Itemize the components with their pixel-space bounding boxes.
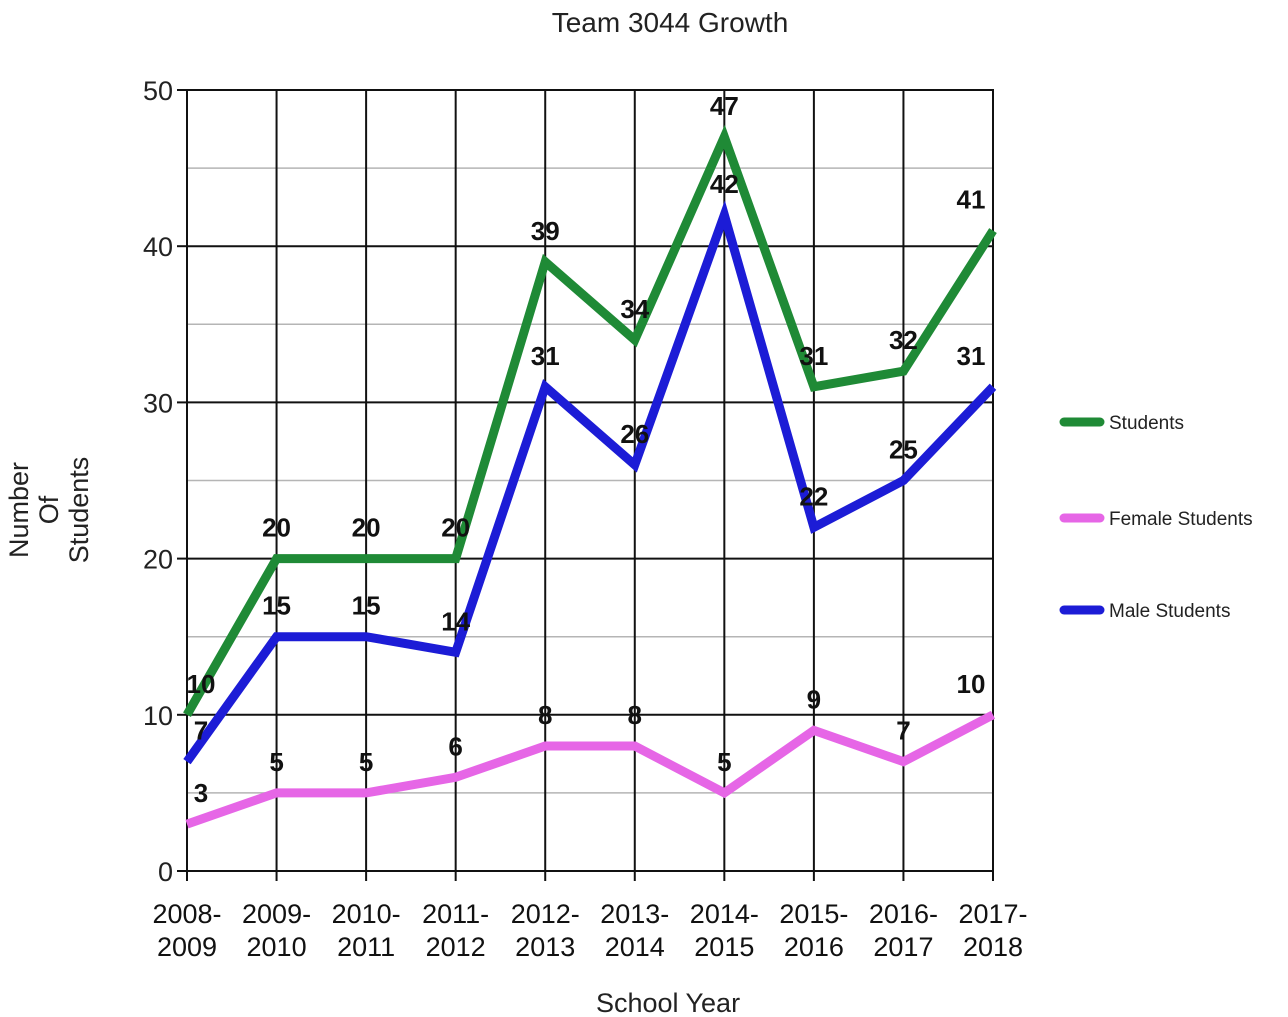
data-label: 31 (799, 341, 828, 371)
data-label: 25 (889, 435, 918, 465)
data-label: 8 (628, 700, 642, 730)
x-tick-label: 2011-2012 (422, 899, 489, 962)
data-label: 5 (359, 747, 373, 777)
data-label: 31 (957, 341, 986, 371)
data-label: 9 (807, 684, 821, 714)
x-axis-title: School Year (596, 988, 740, 1017)
series-line-students (183, 124, 997, 718)
y-tick-label: 50 (143, 76, 173, 106)
x-tick-label: 2016-2017 (869, 899, 938, 962)
data-label: 42 (710, 169, 739, 199)
x-tick-label: 2015-2016 (779, 899, 848, 962)
series-lines (183, 124, 997, 829)
data-label: 7 (896, 716, 910, 746)
data-label: 14 (441, 606, 470, 636)
legend-label: Female Students (1109, 509, 1253, 530)
data-label: 10 (187, 669, 216, 699)
chart-title: Team 3044 Growth (552, 7, 789, 38)
y-tick-label: 30 (143, 388, 173, 418)
data-label: 5 (717, 747, 731, 777)
data-label: 15 (352, 591, 381, 621)
data-label: 5 (269, 747, 283, 777)
data-label: 26 (620, 419, 649, 449)
data-label: 10 (957, 669, 986, 699)
data-label: 31 (531, 341, 560, 371)
legend-item: Male Students (1059, 601, 1230, 622)
y-axis-title-text: NumberOfStudents (4, 457, 94, 564)
y-tick-label: 0 (158, 857, 173, 887)
legend-label: Male Students (1109, 601, 1230, 622)
data-label: 41 (957, 185, 986, 215)
x-axis-ticks: 2008-2009 2009-2010 2010-2011 2011-2012 2012… (152, 871, 1028, 962)
legend-item: Students (1059, 413, 1184, 434)
data-label: 22 (799, 481, 828, 511)
x-tick-label: 2014-2015 (690, 899, 759, 962)
legend: Students Female Students Male Students (1059, 413, 1253, 622)
x-tick-label: 2012-2013 (511, 899, 580, 962)
legend-item: Female Students (1059, 509, 1253, 530)
plot-frame (186, 89, 994, 872)
x-tick-label: 2008-2009 (152, 899, 221, 962)
data-label: 20 (352, 513, 381, 543)
data-label: 6 (448, 731, 462, 761)
y-tick-label: 40 (143, 232, 173, 262)
series-line-female-students (185, 710, 996, 829)
x-tick-label: 2017-2018 (958, 899, 1027, 962)
data-label: 39 (531, 216, 560, 246)
legend-label: Students (1109, 413, 1184, 434)
data-label: 15 (262, 591, 291, 621)
x-tick-label: 2010-2011 (332, 899, 401, 962)
series-line-male-students (183, 200, 997, 765)
plot-border (186, 89, 994, 872)
y-axis-ticks: 0 10 20 30 40 50 (143, 76, 187, 887)
y-tick-label: 10 (143, 701, 173, 731)
data-labels: 10 20 20 20 39 34 47 31 32 41 3 5 5 6 8 8 5 9 7 10 7 15 15 14 31… (187, 91, 986, 808)
data-label: 7 (194, 716, 208, 746)
data-label: 34 (620, 294, 649, 324)
data-label: 8 (538, 700, 552, 730)
data-label: 3 (194, 778, 208, 808)
x-tick-label: 2013-2014 (600, 899, 669, 962)
data-label: 20 (441, 513, 470, 543)
x-tick-label: 2009-2010 (242, 899, 311, 962)
data-label: 32 (889, 325, 918, 355)
y-axis-title: NumberOfStudents (4, 457, 94, 564)
data-label: 47 (710, 91, 739, 121)
data-label: 20 (262, 513, 291, 543)
y-tick-label: 20 (143, 545, 173, 575)
